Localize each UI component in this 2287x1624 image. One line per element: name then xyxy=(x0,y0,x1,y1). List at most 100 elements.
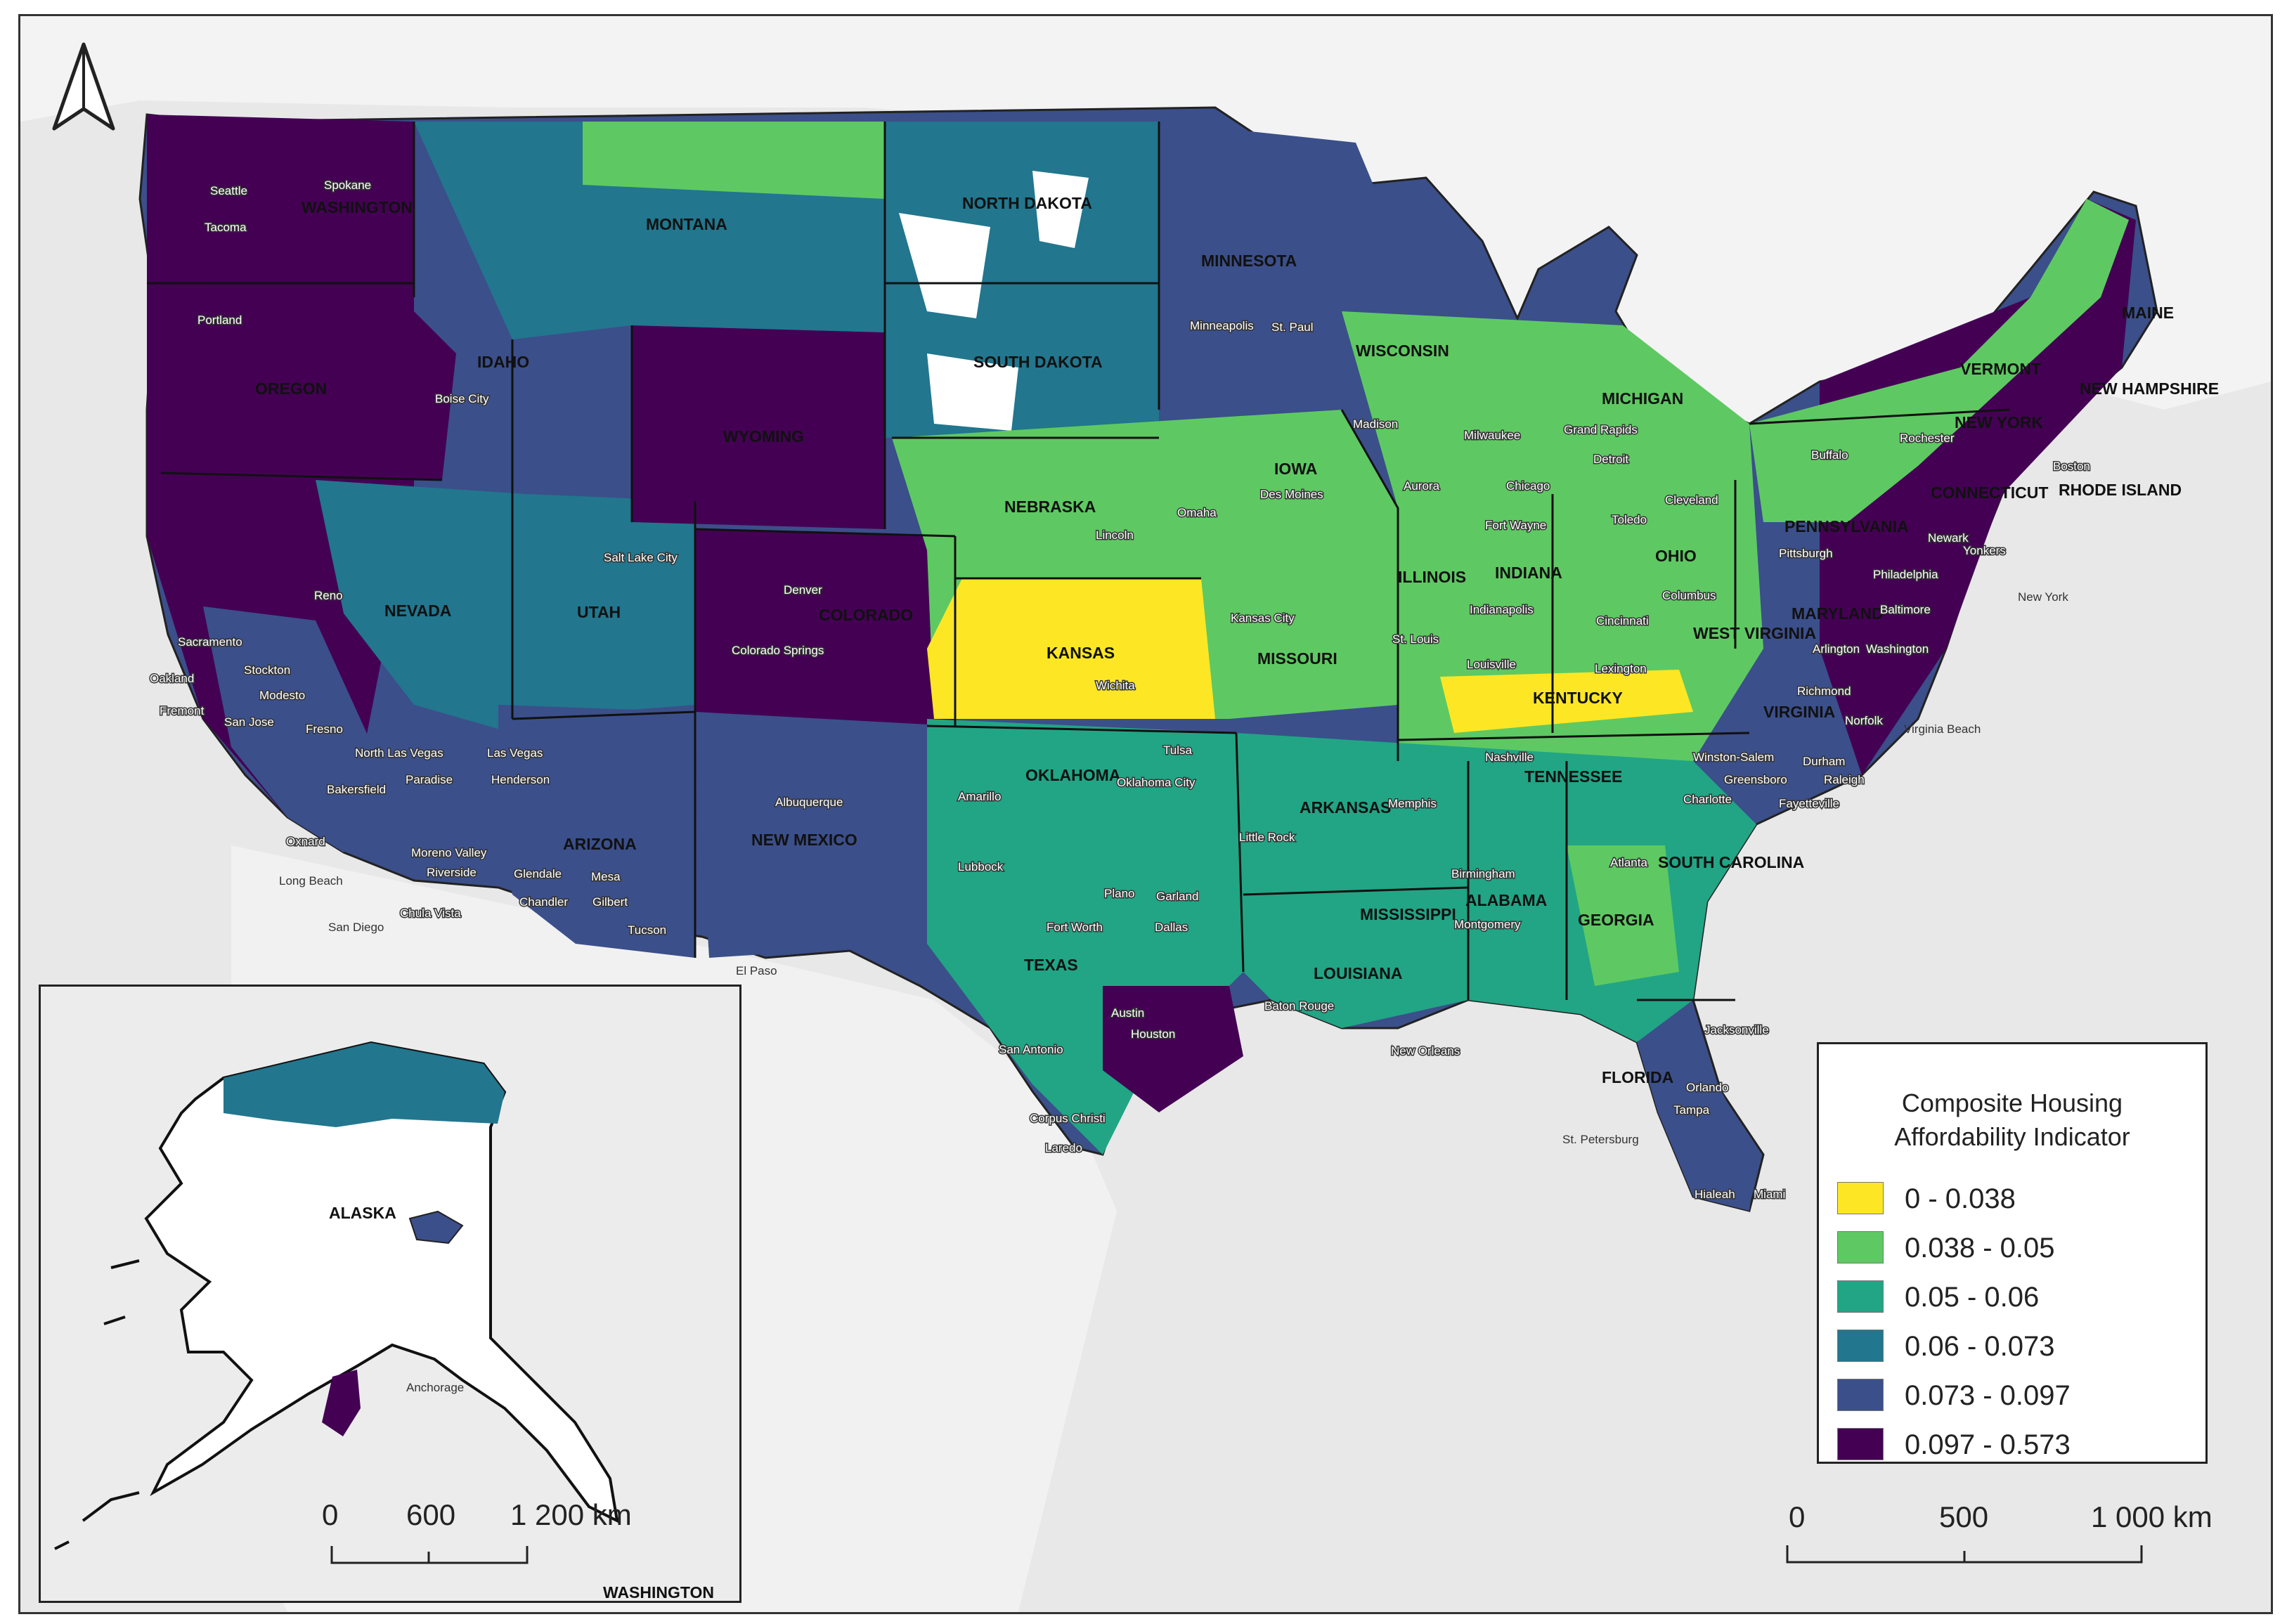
city-label: Moreno Valley xyxy=(411,846,487,859)
city-label: Aurora xyxy=(1404,479,1440,493)
city-label: Tampa xyxy=(1673,1103,1710,1117)
arizona-region xyxy=(498,705,695,958)
wyoming-region xyxy=(632,325,885,529)
legend-swatch xyxy=(1837,1330,1884,1362)
city-label: El Paso xyxy=(736,964,777,977)
city-label: Seattle xyxy=(210,184,247,197)
state-label-illinois: ILLINOIS xyxy=(1398,568,1466,586)
inset-scale-tick-600: 600 xyxy=(406,1498,456,1531)
city-label: Amarillo xyxy=(958,790,1001,803)
city-label: San Diego xyxy=(328,921,384,934)
state-label-florida: FLORIDA xyxy=(1602,1068,1673,1086)
utah-region xyxy=(512,494,695,719)
state-label-maine: MAINE xyxy=(2122,304,2174,322)
city-label: Jacksonville xyxy=(1704,1023,1769,1037)
legend-item-class-5: 0.073 - 0.097 xyxy=(1837,1379,2196,1414)
southeast-teal xyxy=(1236,733,1756,1042)
city-label: Baltimore xyxy=(1880,603,1931,616)
minnesota-region xyxy=(1159,122,1391,410)
state-label-wyoming: WYOMING xyxy=(723,427,804,446)
city-label: Spokane xyxy=(324,178,371,192)
city-label: Madison xyxy=(1353,417,1398,431)
state-label-utah: UTAH xyxy=(577,603,621,621)
state-label-new-york: NEW YORK xyxy=(1955,413,2043,431)
nevada-region xyxy=(316,480,526,733)
state-boundaries xyxy=(147,122,2010,1001)
state-labels: WASHINGTON MONTANA NORTH DAKOTA MINNESOT… xyxy=(255,194,2219,1086)
alaska-inset: ALASKA Anchorage WASHINGTON 0 600 1 200 … xyxy=(39,985,741,1603)
legend-swatch xyxy=(1837,1280,1884,1313)
legend-swatch xyxy=(1837,1428,1884,1460)
city-label: Lexington xyxy=(1595,662,1647,675)
state-label-south-carolina: SOUTH CAROLINA xyxy=(1658,853,1804,871)
map-frame: WASHINGTON MONTANA NORTH DAKOTA MINNESOT… xyxy=(18,14,2273,1614)
new-mexico-region xyxy=(695,726,927,958)
kansas-yellow xyxy=(927,578,1215,719)
city-label: Fremont xyxy=(160,704,205,717)
state-label-nevada: NEVADA xyxy=(384,602,451,620)
state-label-wisconsin: WISCONSIN xyxy=(1356,342,1449,360)
city-label: Oklahoma City xyxy=(1117,776,1196,789)
city-label: Greensboro xyxy=(1724,773,1787,786)
city-label: Cincinnati xyxy=(1596,614,1649,628)
city-label: St. Paul xyxy=(1271,320,1314,334)
state-label-oregon: OREGON xyxy=(255,379,327,398)
city-label: St. Petersburg xyxy=(1562,1133,1639,1146)
north-arrow-icon xyxy=(52,42,115,131)
inset-city-label-anchorage: Anchorage xyxy=(406,1381,464,1394)
city-label: Chicago xyxy=(1506,479,1550,493)
city-label: Fort Wayne xyxy=(1485,519,1546,532)
map-canvas[interactable]: WASHINGTON MONTANA NORTH DAKOTA MINNESOT… xyxy=(20,16,2271,1612)
city-label: Birmingham xyxy=(1451,867,1515,881)
state-label-missouri: MISSOURI xyxy=(1257,649,1337,668)
state-label-south-dakota: SOUTH DAKOTA xyxy=(973,353,1103,371)
city-label: Raleigh xyxy=(1824,773,1865,786)
dakotas-white xyxy=(899,171,1089,431)
state-label-michigan: MICHIGAN xyxy=(1602,389,1683,408)
inset-scale-tick-0: 0 xyxy=(322,1498,339,1531)
city-label: Winston-Salem xyxy=(1693,751,1774,764)
city-label: Omaha xyxy=(1177,506,1217,519)
city-label: Philadelphia xyxy=(1873,568,1938,581)
state-label-ohio: OHIO xyxy=(1655,547,1697,565)
city-label: Kansas City xyxy=(1231,611,1295,625)
contiguous-us-choropleth xyxy=(138,106,2158,1212)
city-label: Toledo xyxy=(1612,513,1647,526)
state-label-washington: WASHINGTON xyxy=(302,198,413,216)
city-label: Austin xyxy=(1111,1006,1144,1020)
legend-item-label: 0.038 - 0.05 xyxy=(1905,1233,2055,1264)
city-label: Virginia Beach xyxy=(1904,722,1981,736)
legend-swatch xyxy=(1837,1231,1884,1264)
city-label: Houston xyxy=(1131,1027,1175,1041)
legend-item-class-6: 0.097 - 0.573 xyxy=(1837,1428,2196,1463)
city-label: Mesa xyxy=(591,870,621,883)
city-label: St. Louis xyxy=(1392,632,1439,646)
city-label: Colorado Springs xyxy=(732,644,824,657)
city-label: Newark xyxy=(1928,531,1969,545)
city-label: Fresno xyxy=(306,722,343,736)
city-label: Louisville xyxy=(1467,658,1516,671)
state-label-west-virginia: WEST VIRGINIA xyxy=(1693,624,1816,642)
state-label-new-hampshire: NEW HAMPSHIRE xyxy=(2080,379,2219,398)
montana-green xyxy=(583,122,885,199)
legend-title-line-2: Affordability Indicator xyxy=(1894,1122,2130,1151)
legend-item-label: 0.073 - 0.097 xyxy=(1905,1380,2071,1411)
california-teal xyxy=(203,606,386,852)
northeast-dark xyxy=(1820,199,2136,775)
city-label: Pittsburgh xyxy=(1779,547,1833,560)
state-label-virginia: VIRGINIA xyxy=(1763,703,1835,721)
state-label-louisiana: LOUISIANA xyxy=(1314,964,1403,982)
inset-state-label-alaska: ALASKA xyxy=(329,1204,396,1222)
state-label-alabama: ALABAMA xyxy=(1465,891,1547,909)
alaska-inset-map: ALASKA Anchorage WASHINGTON xyxy=(41,987,739,1601)
colorado-region xyxy=(695,529,955,726)
city-label: Richmond xyxy=(1797,684,1851,698)
state-label-colorado: COLORADO xyxy=(819,606,913,624)
city-label: Stockton xyxy=(244,663,290,677)
state-label-kansas: KANSAS xyxy=(1047,644,1115,662)
city-label: Plano xyxy=(1104,887,1134,900)
city-label: Detroit xyxy=(1593,453,1628,466)
alaska-interior-region xyxy=(408,1210,464,1245)
legend-title-line-1: Composite Housing xyxy=(1901,1089,2123,1117)
main-scale-tick-500: 500 xyxy=(1939,1500,1989,1533)
